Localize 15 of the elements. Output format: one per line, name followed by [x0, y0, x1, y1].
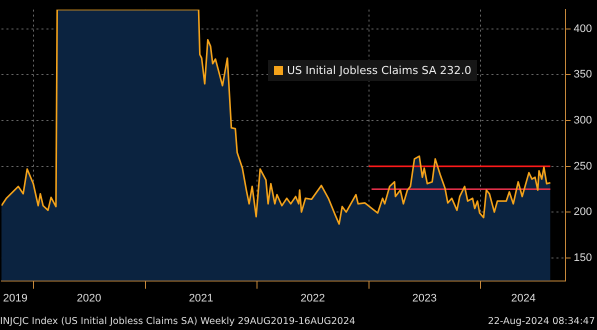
- x-tick-label: 2020: [76, 292, 102, 304]
- x-tick-label: 2021: [188, 292, 214, 304]
- y-tick-label: 200: [574, 206, 592, 218]
- y-tick-label: 150: [574, 252, 592, 264]
- legend-label: US Initial Jobless Claims SA 232.0: [287, 64, 472, 77]
- y-tick-label: 300: [574, 114, 592, 126]
- x-tick-label: 2022: [300, 292, 326, 304]
- x-tick-label: 2019: [2, 292, 28, 304]
- y-tick-label: 250: [574, 160, 592, 172]
- text: 22-Aug-2024 08:34:47: [488, 316, 595, 327]
- text: INJCJC Index (US Initial Jobless Claims SA) Weekly 29AUG2019-16AUG2024: [0, 316, 356, 327]
- x-tick-label: 2023: [412, 292, 437, 304]
- x-tick-label: 2024: [511, 292, 536, 304]
- y-tick-label: 350: [574, 68, 592, 81]
- y-tick-label: 400: [574, 22, 592, 35]
